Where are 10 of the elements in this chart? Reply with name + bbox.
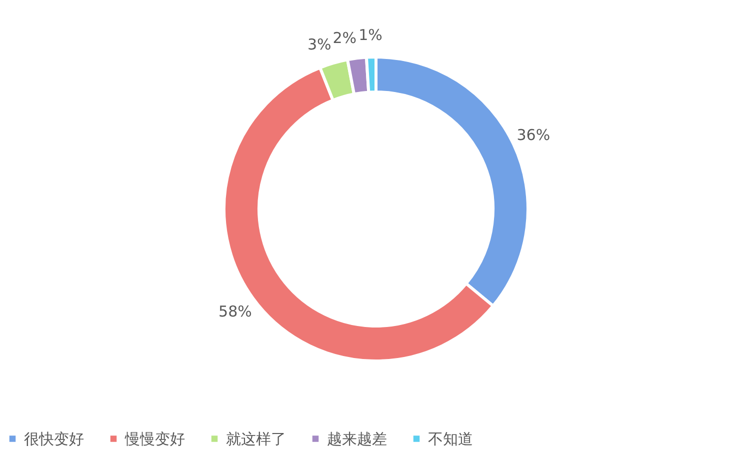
- data-label: 1%: [358, 26, 382, 44]
- data-label: 36%: [516, 126, 550, 144]
- data-label: 58%: [218, 302, 252, 320]
- data-label: 2%: [332, 28, 357, 47]
- legend-label: 越来越差: [327, 430, 387, 448]
- data-label: 3%: [307, 35, 332, 54]
- legend-label: 不知道: [428, 430, 473, 448]
- legend-label: 慢慢变好: [124, 430, 185, 448]
- legend-label: 就这样了: [226, 430, 286, 448]
- legend-label: 很快变好: [24, 430, 84, 448]
